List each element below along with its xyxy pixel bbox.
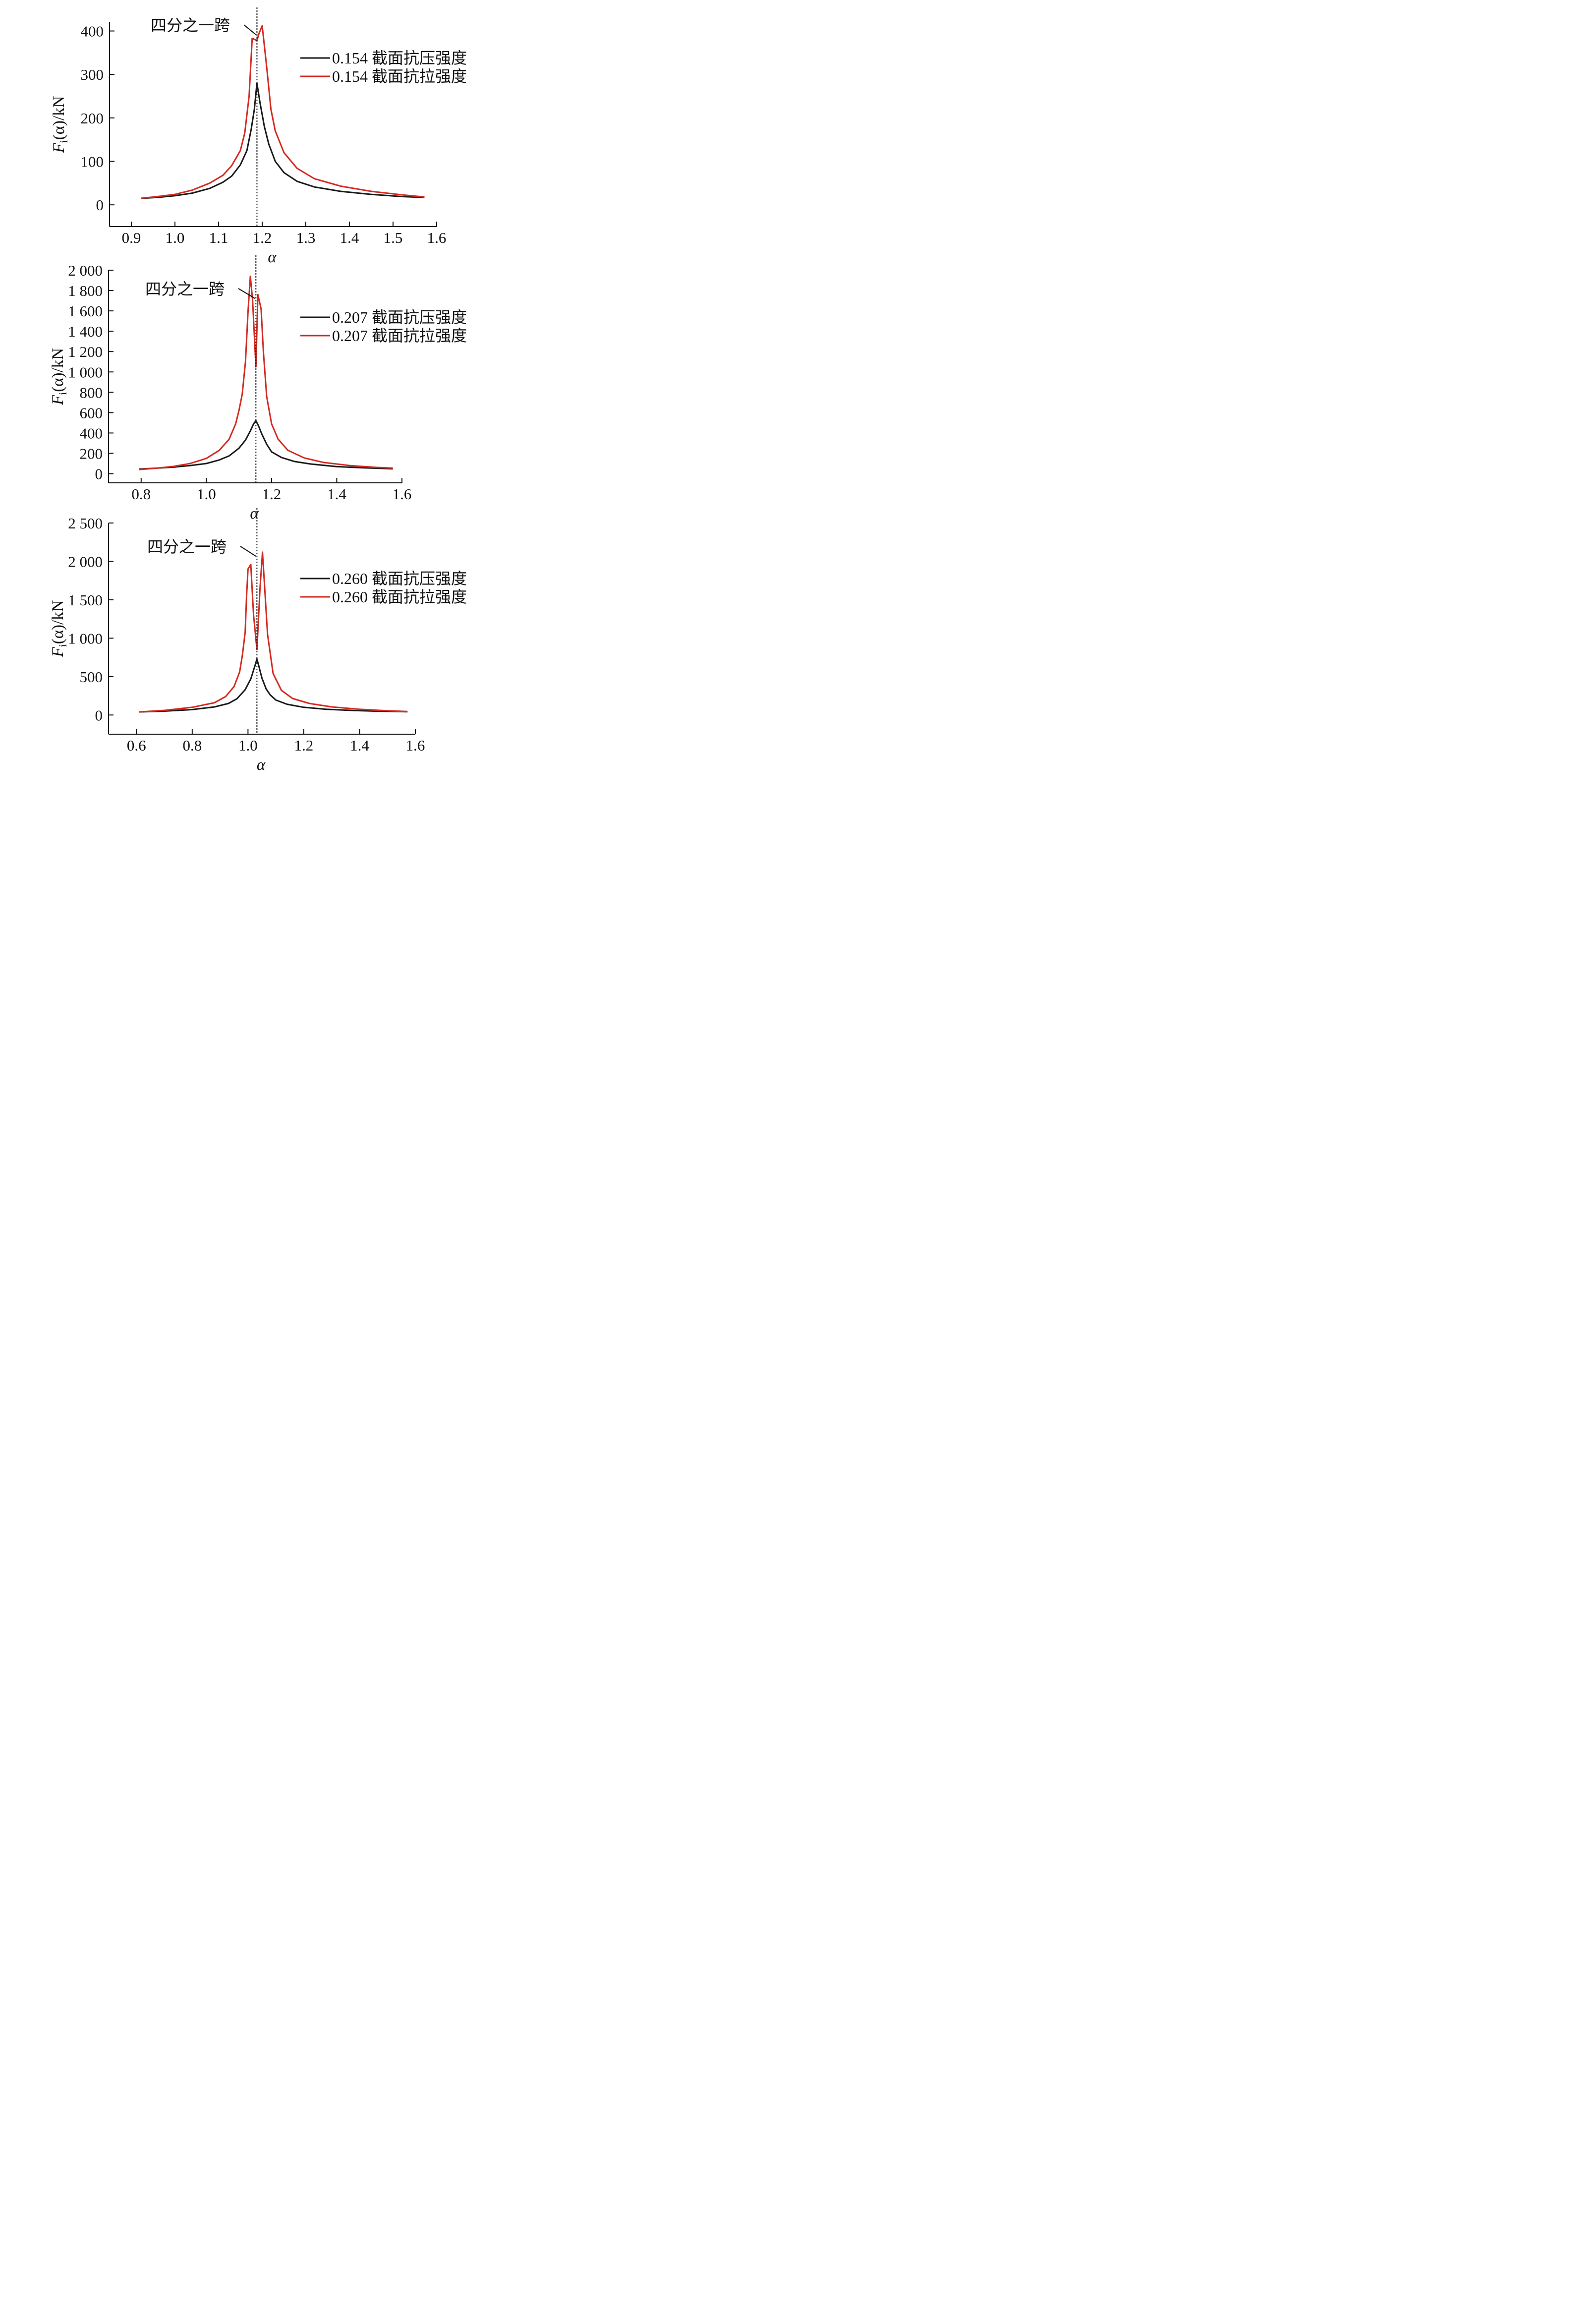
y-tick-label: 1 200	[68, 343, 103, 360]
figure-svg: 0 100 200 300 400 0.9 1.0 1.1 1.2 1.3 1.4 1.5 1.6 α Fi…	[49, 7, 467, 774]
legend-label: 0.154 截面抗拉强度	[332, 67, 467, 85]
annotation-label: 四分之一跨	[151, 16, 230, 34]
y-axis-title-sub: i	[57, 140, 70, 143]
series-line-compressive	[139, 658, 408, 713]
x-tick-label: 1.4	[350, 737, 369, 754]
y-axis-title-rest: (α)/kN	[50, 96, 68, 140]
y-tick-label: 1 000	[68, 630, 103, 647]
panel-top: 0 100 200 300 400 0.9 1.0 1.1 1.2 1.3 1.4 1.5 1.6 α Fi…	[50, 7, 467, 266]
x-tick-label: 1.2	[294, 737, 314, 754]
y-tick-label: 500	[80, 668, 103, 686]
x-axis-title: α	[268, 248, 277, 266]
y-axis-title-sub: i	[57, 392, 69, 395]
y-tick-label: 400	[81, 23, 104, 40]
panel-bottom: 0 500 1 000 1 500 2 000 2 500 0.6 0.8 1.0 1.2 1.4 1…	[49, 508, 467, 774]
y-tick-label: 200	[80, 445, 103, 462]
y-axis-title: Fi(α)/kN	[50, 96, 70, 153]
y-tick-label: 0	[95, 706, 103, 724]
y-axis-title: Fi(α)/kN	[49, 600, 69, 657]
legend-label: 0.207 截面抗拉强度	[332, 327, 467, 345]
x-tick-label: 1.4	[327, 485, 346, 503]
y-axis-title-main: F	[49, 647, 67, 658]
series-line-tensile	[139, 551, 408, 713]
legend-label: 0.207 截面抗压强度	[332, 308, 467, 326]
y-tick-label: 0	[95, 465, 103, 483]
x-tick-label: 0.8	[182, 737, 202, 754]
series-line-tensile	[141, 25, 425, 199]
x-axis-title: α	[250, 505, 259, 523]
y-tick-label: 1 600	[68, 302, 103, 320]
x-tick-label: 0.8	[131, 485, 151, 503]
y-tick-label: 2 500	[68, 515, 103, 532]
panel-middle: 0 200 400 600 800 1 000 1 200 1 400 1 600 1 800 2 …	[49, 255, 467, 523]
x-tick-label: 1.3	[296, 229, 316, 246]
annotation-label: 四分之一跨	[145, 280, 225, 298]
y-tick-label: 2 000	[68, 262, 103, 279]
y-axis-title-rest: (α)/kN	[49, 600, 67, 644]
annotation-leader	[238, 288, 255, 299]
y-axis-title-sub: i	[57, 644, 69, 647]
y-axis-title-main: F	[49, 395, 67, 406]
annotation-leader	[240, 546, 256, 557]
legend-label: 0.260 截面抗拉强度	[332, 588, 467, 606]
x-tick-label: 1.0	[238, 737, 258, 754]
annotation-label: 四分之一跨	[147, 538, 227, 556]
y-tick-label: 400	[80, 424, 103, 442]
y-tick-label: 0	[96, 196, 104, 214]
x-tick-label: 0.9	[122, 229, 141, 246]
series-line-compressive	[139, 420, 393, 470]
y-tick-label: 100	[81, 153, 104, 171]
y-tick-label: 1 000	[68, 363, 103, 381]
x-tick-label: 1.6	[393, 485, 412, 503]
y-tick-label: 300	[81, 66, 104, 83]
x-tick-label: 0.6	[127, 737, 146, 754]
x-tick-label: 1.1	[209, 229, 228, 246]
x-tick-label: 1.6	[406, 737, 425, 754]
y-tick-label: 1 500	[68, 591, 103, 609]
series-line-tensile	[139, 275, 393, 470]
x-tick-label: 1.4	[340, 229, 359, 246]
y-tick-label: 1 800	[68, 282, 103, 299]
x-axis-title: α	[257, 756, 266, 774]
figure: 0 100 200 300 400 0.9 1.0 1.1 1.2 1.3 1.4 1.5 1.6 α Fi…	[0, 0, 535, 784]
y-tick-label: 2 000	[68, 553, 103, 570]
y-tick-label: 800	[80, 384, 103, 401]
x-tick-label: 1.0	[166, 229, 185, 246]
series-line-compressive	[141, 82, 425, 199]
y-axis-title: Fi(α)/kN	[49, 348, 69, 406]
y-tick-label: 1 400	[68, 323, 103, 340]
y-tick-label: 600	[80, 404, 103, 421]
y-axis-title-main: F	[50, 143, 68, 154]
annotation-leader	[243, 24, 257, 35]
x-tick-label: 1.5	[384, 229, 403, 246]
y-axis-title-rest: (α)/kN	[49, 348, 67, 392]
legend-label: 0.260 截面抗压强度	[332, 570, 467, 587]
legend-label: 0.154 截面抗压强度	[332, 49, 467, 67]
x-tick-label: 1.2	[262, 485, 282, 503]
x-tick-label: 1.6	[427, 229, 447, 246]
x-tick-label: 1.0	[197, 485, 216, 503]
y-tick-label: 200	[81, 110, 104, 127]
x-tick-label: 1.2	[253, 229, 272, 246]
